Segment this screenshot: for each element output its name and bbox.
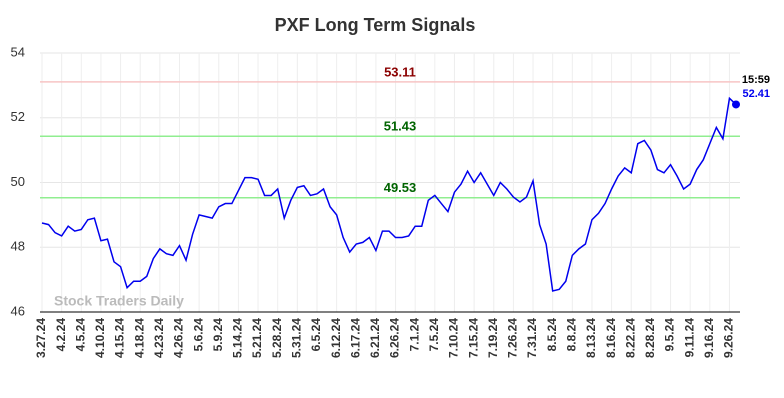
x-tick-label: 6.17.24 [348, 318, 362, 358]
watermark: Stock Traders Daily [54, 293, 184, 309]
y-tick-label: 50 [11, 174, 25, 189]
x-tick-label: 6.26.24 [388, 318, 402, 358]
reference-label: 51.43 [384, 119, 417, 134]
x-tick-label: 4.15.24 [113, 318, 127, 358]
x-tick-label: 4.10.24 [93, 318, 107, 358]
x-tick-label: 7.10.24 [447, 318, 461, 358]
x-tick-label: 4.26.24 [172, 318, 186, 358]
y-tick-label: 48 [11, 239, 25, 254]
x-tick-label: 8.13.24 [584, 318, 598, 358]
x-tick-label: 6.21.24 [368, 318, 382, 358]
x-tick-label: 5.6.24 [191, 318, 205, 352]
x-tick-label: 9.5.24 [663, 318, 677, 352]
last-value: 52.41 [742, 88, 770, 100]
x-tick-label: 8.8.24 [564, 318, 578, 352]
x-tick-label: 7.19.24 [486, 318, 500, 358]
x-tick-label: 7.31.24 [525, 318, 539, 358]
x-tick-label: 7.26.24 [506, 318, 520, 358]
x-tick-label: 5.21.24 [250, 318, 264, 358]
y-tick-label: 52 [11, 109, 25, 124]
x-tick-label: 8.28.24 [643, 318, 657, 358]
x-tick-label: 5.9.24 [211, 318, 225, 352]
y-tick-label: 46 [11, 303, 25, 318]
chart-title: PXF Long Term Signals [275, 15, 476, 35]
x-tick-label: 7.1.24 [407, 318, 421, 352]
x-tick-label: 9.26.24 [722, 318, 736, 358]
x-tick-label: 6.5.24 [309, 318, 323, 352]
x-tick-label: 5.14.24 [231, 318, 245, 358]
x-tick-label: 8.16.24 [604, 318, 618, 358]
x-tick-label: 7.15.24 [466, 318, 480, 358]
x-tick-label: 6.12.24 [329, 318, 343, 358]
price-line [41, 96, 737, 292]
x-tick-label: 4.2.24 [54, 318, 68, 352]
last-point [732, 100, 740, 109]
x-tick-label: 9.16.24 [702, 318, 716, 358]
reference-label: 53.11 [384, 64, 416, 79]
x-tick-label: 8.22.24 [623, 318, 637, 358]
x-tick-label: 7.5.24 [427, 318, 441, 352]
x-tick-label: 4.23.24 [152, 318, 166, 358]
x-tick-label: 3.27.24 [34, 318, 48, 358]
x-tick-label: 9.11.24 [682, 318, 696, 358]
x-tick-label: 5.28.24 [270, 318, 284, 358]
last-time: 15:59 [742, 74, 770, 86]
y-tick-label: 54 [11, 44, 25, 59]
x-tick-label: 8.5.24 [545, 318, 559, 352]
reference-label: 49.53 [384, 180, 417, 195]
x-tick-label: 5.31.24 [290, 318, 304, 358]
x-tick-label: 4.5.24 [73, 318, 87, 352]
x-tick-label: 4.18.24 [132, 318, 146, 358]
